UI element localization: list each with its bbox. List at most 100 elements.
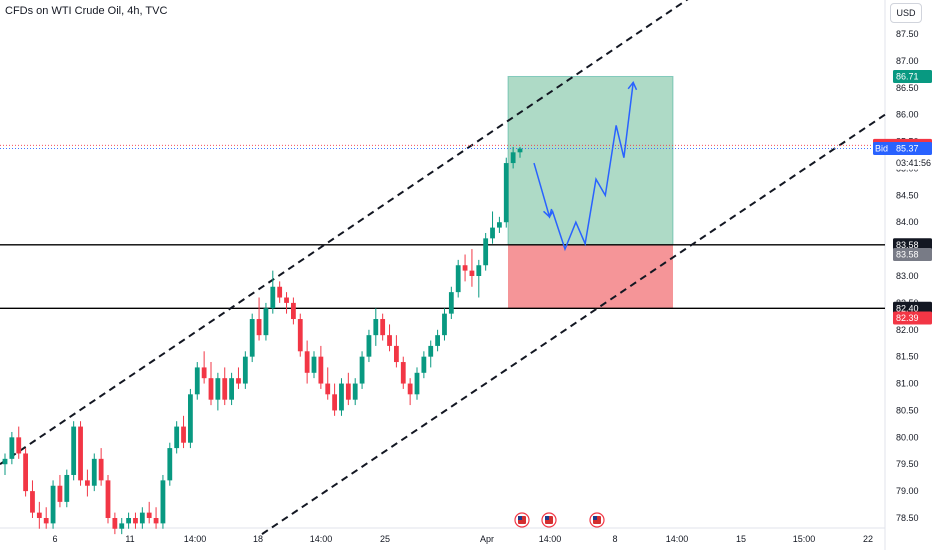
candle-body bbox=[373, 319, 379, 336]
price-tag-bg bbox=[873, 142, 932, 156]
candle bbox=[153, 507, 159, 529]
candle bbox=[394, 335, 399, 368]
candle bbox=[345, 372, 351, 406]
price-tick-label: 81.00 bbox=[896, 379, 919, 389]
candle-body bbox=[483, 238, 489, 266]
candle bbox=[2, 453, 8, 475]
price-tick-label: 82.00 bbox=[896, 325, 919, 335]
price-tick-label: 87.50 bbox=[896, 29, 919, 39]
candle bbox=[442, 308, 447, 341]
candle bbox=[119, 518, 125, 535]
candle-body bbox=[352, 383, 358, 400]
candle-body bbox=[517, 148, 523, 153]
candle bbox=[455, 259, 461, 298]
candle-body bbox=[242, 356, 248, 384]
candle-body bbox=[236, 378, 241, 384]
candle-body bbox=[119, 523, 125, 529]
candle-body bbox=[380, 319, 386, 336]
price-tick-label: 80.50 bbox=[896, 405, 919, 415]
candle-body bbox=[126, 518, 131, 524]
candle-body bbox=[105, 480, 111, 518]
candle-body bbox=[2, 458, 8, 465]
candle-body bbox=[400, 362, 406, 384]
candle-body bbox=[139, 512, 145, 524]
candle bbox=[236, 367, 241, 389]
time-tick-label: 14:00 bbox=[666, 534, 689, 544]
candle bbox=[325, 367, 331, 400]
candle-body bbox=[325, 383, 331, 395]
candle-body bbox=[201, 367, 207, 379]
candle bbox=[517, 146, 523, 158]
channel-line-0 bbox=[0, 0, 689, 466]
time-axis: 6 11 14:00 18 14:00 25 Apr 14:00 8 14:00 15 15:00 22 bbox=[52, 512, 873, 544]
candle bbox=[249, 313, 255, 363]
candle-body bbox=[98, 458, 104, 481]
candle bbox=[270, 270, 276, 314]
time-tick-label: 18 bbox=[253, 534, 263, 544]
price-tick-label: 79.00 bbox=[896, 486, 919, 496]
candle bbox=[181, 415, 186, 449]
price-tick-label: 87.00 bbox=[896, 56, 919, 66]
candle bbox=[297, 313, 303, 357]
candle bbox=[105, 474, 111, 524]
time-tick-label: 14:00 bbox=[310, 534, 333, 544]
candle-body bbox=[174, 426, 180, 449]
candle-body bbox=[160, 480, 166, 524]
candle-body bbox=[448, 292, 454, 314]
candle-body bbox=[435, 335, 440, 346]
candle bbox=[510, 146, 516, 169]
candle-body bbox=[394, 345, 399, 363]
candle-body bbox=[476, 265, 482, 276]
candle bbox=[174, 421, 180, 454]
candle-body bbox=[455, 265, 461, 293]
price-tag-value: 03:41:56 bbox=[896, 158, 931, 168]
candle-body bbox=[133, 518, 138, 524]
candle bbox=[256, 297, 262, 341]
candle bbox=[139, 507, 145, 529]
candle-body bbox=[510, 152, 516, 164]
price-tag-bg bbox=[893, 69, 932, 83]
candle bbox=[366, 329, 372, 363]
candle-body bbox=[16, 437, 22, 454]
candle bbox=[311, 351, 317, 379]
price-tick-label: 78.50 bbox=[896, 513, 919, 523]
candle-body bbox=[270, 286, 276, 309]
candle-body bbox=[490, 227, 495, 239]
candle bbox=[469, 249, 475, 287]
candle-body bbox=[332, 394, 337, 411]
candle-body bbox=[85, 480, 90, 486]
price-tag-countdown: 03:41:56 bbox=[893, 156, 932, 170]
candle bbox=[78, 421, 83, 486]
price-tag-label: Bid bbox=[875, 144, 888, 154]
candle bbox=[194, 362, 200, 400]
candle-body bbox=[188, 394, 193, 443]
candle bbox=[380, 313, 386, 341]
candle-body bbox=[304, 351, 310, 373]
time-tick-label: Apr bbox=[480, 534, 494, 544]
candle bbox=[91, 453, 97, 492]
time-tick-label: 6 bbox=[52, 534, 57, 544]
candle bbox=[30, 480, 35, 518]
currency-selector[interactable]: USD bbox=[890, 3, 922, 23]
stop-zone bbox=[508, 244, 673, 309]
price-tag-bg bbox=[893, 311, 932, 325]
price-tag-target: 86.71 bbox=[893, 69, 932, 83]
candle bbox=[112, 512, 118, 535]
candle bbox=[57, 474, 63, 508]
event-flag-canton bbox=[545, 516, 549, 520]
candle bbox=[332, 383, 337, 416]
candle bbox=[222, 367, 228, 406]
projection-arrow-down bbox=[543, 208, 553, 219]
candle-body bbox=[64, 474, 70, 502]
target-zone bbox=[507, 75, 674, 246]
candle-body bbox=[421, 356, 427, 373]
price-tag-value: 82.40 bbox=[896, 303, 919, 313]
candle bbox=[483, 232, 489, 271]
candle bbox=[352, 378, 358, 406]
price-tick-label: 80.00 bbox=[896, 432, 919, 442]
candle bbox=[85, 469, 90, 497]
candle-body bbox=[222, 378, 228, 400]
candle bbox=[407, 378, 413, 406]
candle-body bbox=[43, 518, 49, 524]
